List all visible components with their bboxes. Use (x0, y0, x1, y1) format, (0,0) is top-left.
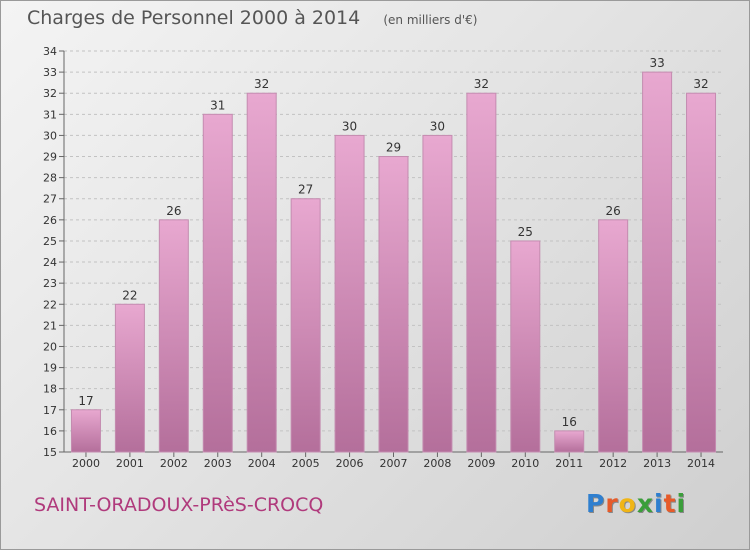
data-label-2010: 25 (518, 225, 533, 239)
bar-2004 (246, 92, 277, 453)
y-tick-label: 33 (43, 66, 57, 79)
data-label-2002: 26 (166, 204, 181, 218)
y-tick-label: 18 (43, 383, 57, 396)
data-label-2014: 32 (693, 77, 708, 91)
x-tick-label: 2008 (423, 457, 451, 470)
data-label-2003: 31 (210, 98, 225, 112)
x-tick-label: 2003 (204, 457, 232, 470)
commune-name: SAINT-ORADOUX-PRèS-CROCQ (34, 494, 324, 516)
x-tick-label: 2002 (160, 457, 188, 470)
proxiti-logo[interactable]: Proxiti (586, 489, 686, 518)
bar-2013 (642, 71, 673, 453)
data-label-2009: 32 (474, 77, 489, 91)
x-tick-label: 2005 (292, 457, 320, 470)
data-label-2013: 33 (649, 56, 664, 70)
bar-2005 (290, 198, 321, 453)
y-tick-label: 28 (43, 172, 57, 185)
y-tick-label: 27 (43, 193, 57, 206)
x-tick-label: 2010 (511, 457, 539, 470)
y-tick-label: 26 (43, 214, 57, 227)
logo-letter: r (605, 489, 619, 518)
bar-2010 (510, 240, 541, 453)
logo-letter: t (663, 489, 677, 518)
y-tick-label: 19 (43, 362, 57, 375)
bar-2009 (466, 92, 497, 453)
y-tick-label: 15 (43, 446, 57, 459)
data-label-2008: 30 (430, 119, 445, 133)
bars (70, 71, 717, 453)
y-tick-label: 34 (43, 45, 57, 58)
x-tick-label: 2009 (467, 457, 495, 470)
logo-letter: i (654, 489, 664, 518)
data-label-2006: 30 (342, 119, 357, 133)
x-tick-label: 2013 (643, 457, 671, 470)
data-label-2007: 29 (386, 141, 401, 155)
y-tick-label: 31 (43, 108, 57, 121)
y-tick-label: 22 (43, 298, 57, 311)
bar-2001 (114, 303, 145, 453)
x-tick-label: 2004 (248, 457, 276, 470)
x-tick-label: 2006 (336, 457, 364, 470)
bar-2012 (598, 219, 629, 453)
x-tick-label: 2014 (687, 457, 715, 470)
y-tick-label: 16 (43, 425, 57, 438)
data-label-2011: 16 (562, 415, 577, 429)
y-tick-label: 32 (43, 87, 57, 100)
chart-title: Charges de Personnel 2000 à 2014 (27, 7, 361, 29)
y-tick-label: 17 (43, 404, 57, 417)
data-label-2000: 17 (78, 394, 93, 408)
data-label-2005: 27 (298, 183, 313, 197)
x-tick-label: 2012 (599, 457, 627, 470)
labels: 17 22 26 31 32 27 30 29 30 32 25 16 26 33 32 (78, 56, 708, 429)
bar-2014 (686, 92, 717, 453)
axes: 15 16 17 18 19 20 21 22 23 24 25 26 27 28 29 30 31 32 33 34… (43, 45, 723, 470)
y-tick-label: 23 (43, 277, 57, 290)
y-tick-label: 20 (43, 340, 57, 353)
bar-2000 (70, 409, 101, 453)
y-tick-label: 29 (43, 151, 57, 164)
logo-letter: i (676, 489, 687, 518)
bar-2008 (422, 134, 453, 453)
y-tick-label: 24 (43, 256, 57, 269)
title-row: Charges de Personnel 2000 à 2014 (en mil… (27, 7, 477, 29)
x-tick-label: 2001 (116, 457, 144, 470)
bar-2007 (378, 156, 409, 453)
x-tick-label: 2007 (380, 457, 408, 470)
y-tick-label: 21 (43, 319, 57, 332)
y-tick-label: 25 (43, 235, 57, 248)
chart-subtitle: (en milliers d'€) (383, 13, 478, 27)
logo-letter: x (636, 489, 654, 518)
logo-letter: o (618, 489, 637, 518)
data-label-2004: 32 (254, 77, 269, 91)
x-tick-label: 2000 (72, 457, 100, 470)
bar-2006 (334, 134, 365, 453)
bar-2011 (554, 430, 585, 453)
x-tick-label: 2011 (555, 457, 583, 470)
y-tick-label: 30 (43, 129, 57, 142)
bar-2003 (202, 113, 233, 453)
bar-2002 (158, 219, 189, 453)
logo-letter: P (586, 489, 606, 518)
data-label-2012: 26 (606, 204, 621, 218)
data-label-2001: 22 (122, 288, 137, 302)
